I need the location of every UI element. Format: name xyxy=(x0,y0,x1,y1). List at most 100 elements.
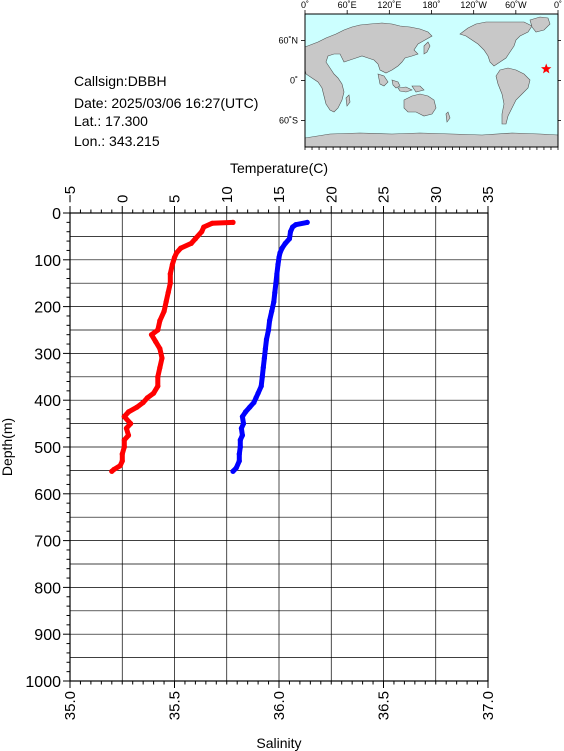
salinity-data-point xyxy=(167,280,173,286)
salinity-series xyxy=(109,219,236,474)
salinity-data-point xyxy=(199,229,205,235)
salinity-data-point xyxy=(125,409,132,415)
temperature-data-point xyxy=(279,245,285,251)
station-info: Callsign:DBBH Date: 2025/03/06 16:27(UTC… xyxy=(74,73,258,149)
temperature-data-point xyxy=(236,458,242,464)
map-lon-label: 60˚E xyxy=(338,0,357,10)
salinity-data-point xyxy=(165,289,171,296)
map-lon-label: 120˚E xyxy=(377,0,401,10)
salinity-data-point xyxy=(117,463,123,469)
temperature-tick-label: 30 xyxy=(428,186,445,203)
depth-tick-label: 800 xyxy=(34,580,61,597)
temperature-axis: −5 0 5 10 15 20 25 30 35 xyxy=(62,186,497,213)
temperature-data-point xyxy=(262,346,269,352)
depth-tick-label: 100 xyxy=(34,253,61,270)
temperature-data-point xyxy=(247,404,253,410)
salinity-data-point xyxy=(119,458,125,464)
salinity-profile-line xyxy=(109,219,236,474)
temperature-data-point xyxy=(277,250,283,256)
map-lon-label: 0˚ xyxy=(554,0,562,10)
temperature-data-point xyxy=(238,425,244,431)
temperature-data-point xyxy=(289,224,296,230)
temperature-data-point xyxy=(233,465,239,471)
temperature-axis-label: Temperature(C) xyxy=(230,160,328,176)
salinity-data-point xyxy=(157,318,163,324)
temperature-tick-label: 0 xyxy=(114,195,131,203)
temperature-data-point xyxy=(237,444,243,450)
map-lon-label: 0˚ xyxy=(301,0,309,10)
depth-tick-label: 0 xyxy=(52,206,61,223)
salinity-data-point xyxy=(171,254,178,261)
depth-tick-label: 200 xyxy=(34,300,61,317)
salinity-data-point xyxy=(109,468,115,474)
temperature-data-point xyxy=(240,421,247,427)
temperature-data-point xyxy=(258,383,264,389)
salinity-tick-label: 36.5 xyxy=(376,691,393,720)
depth-tick-label: 400 xyxy=(34,393,61,410)
depth-tick-label: 300 xyxy=(34,346,61,363)
map-lon-label: 120˚W xyxy=(460,0,487,10)
temperature-data-point xyxy=(236,451,242,457)
salinity-data-point xyxy=(157,346,163,352)
depth-tick-label: 500 xyxy=(34,440,61,457)
plot-border xyxy=(69,212,489,682)
temperature-data-point xyxy=(269,308,275,314)
salinity-tick-label: 35.0 xyxy=(62,691,79,720)
temperature-data-point xyxy=(230,468,236,474)
salinity-data-point xyxy=(128,421,134,427)
salinity-data-point xyxy=(163,299,169,305)
salinity-axis: 35.0 35.5 36.0 36.5 37.0 xyxy=(62,681,497,720)
temperature-data-point xyxy=(239,432,246,438)
temperature-data-point xyxy=(272,289,278,296)
salinity-data-point xyxy=(123,425,130,431)
salinity-data-point xyxy=(153,339,159,345)
salinity-data-point xyxy=(121,413,127,420)
salinity-data-point xyxy=(155,383,161,389)
salinity-data-point xyxy=(151,390,157,396)
temperature-data-point xyxy=(275,261,281,268)
temperature-data-point xyxy=(282,240,288,247)
profile-chart: −5 0 5 10 15 20 25 30 35 35.0 35.5 36.0 36.5 37.0 01… xyxy=(0,160,497,751)
temperature-data-point xyxy=(253,395,259,401)
salinity-data-point xyxy=(134,404,140,410)
callsign-text: Callsign:DBBH xyxy=(74,73,167,89)
temperature-data-point xyxy=(242,409,249,415)
salinity-data-point xyxy=(230,219,236,225)
depth-tick-label: 600 xyxy=(34,487,61,504)
temperature-data-point xyxy=(265,327,272,333)
salinity-data-point xyxy=(125,432,132,438)
temperature-data-point xyxy=(304,219,310,225)
latitude-text: Lat.: 17.300 xyxy=(74,113,148,129)
temperature-tick-label: 25 xyxy=(376,186,393,203)
temperature-data-point xyxy=(259,374,265,380)
salinity-data-point xyxy=(209,220,215,226)
temperature-data-point xyxy=(271,299,277,305)
depth-tick-label: 1000 xyxy=(25,674,61,691)
temperature-data-point xyxy=(276,254,282,261)
salinity-data-point xyxy=(155,327,161,333)
temperature-tick-label: −5 xyxy=(62,186,79,203)
temperature-data-point xyxy=(286,236,293,242)
salinity-data-point xyxy=(178,245,184,251)
salinity-data-point xyxy=(140,399,146,406)
salinity-tick-label: 37.0 xyxy=(480,691,497,720)
temperature-tick-label: 5 xyxy=(167,195,184,203)
map-lat-label: 0˚ xyxy=(290,76,298,86)
salinity-data-point xyxy=(167,271,173,277)
salinity-data-point xyxy=(192,236,198,242)
salinity-axis-label: Salinity xyxy=(256,735,301,751)
salinity-data-point xyxy=(155,374,161,380)
depth-tick-label: 700 xyxy=(34,534,61,551)
temperature-data-point xyxy=(287,229,294,235)
salinity-data-point xyxy=(157,364,163,371)
salinity-tick-label: 36.0 xyxy=(271,691,288,720)
temperature-series xyxy=(230,219,310,474)
map-ticks xyxy=(301,10,561,150)
temperature-data-point xyxy=(255,390,261,396)
salinity-tick-label: 35.5 xyxy=(167,691,184,720)
salinity-data-point xyxy=(119,451,125,457)
temperature-data-point xyxy=(273,280,279,286)
temperature-data-point xyxy=(237,437,243,443)
salinity-data-point xyxy=(121,437,127,443)
